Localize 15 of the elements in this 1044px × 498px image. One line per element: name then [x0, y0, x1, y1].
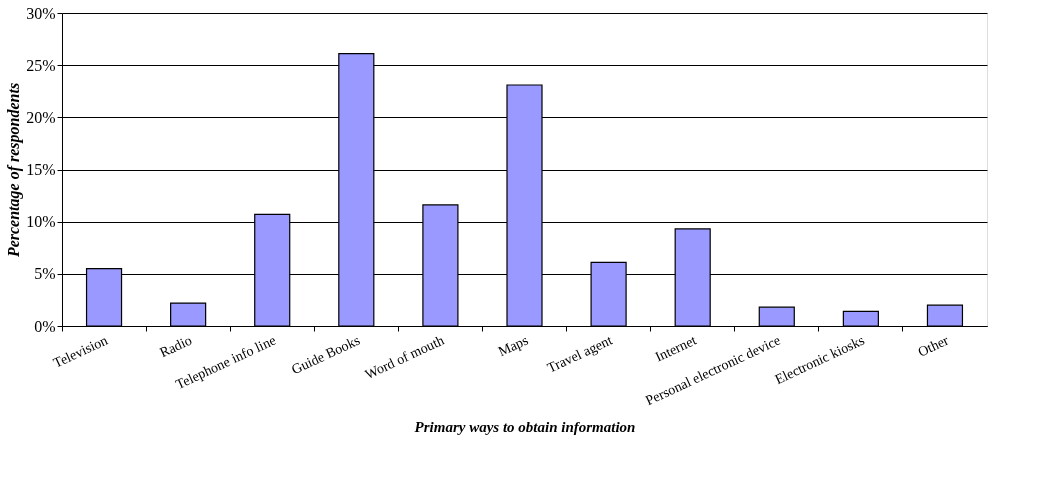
x-axis-title: Primary ways to obtain information [414, 419, 636, 436]
y-tick-label: 15% [26, 161, 56, 178]
x-tick-label: Radio [157, 332, 195, 361]
y-tick-label: 20% [26, 108, 56, 126]
x-tick-label: Word of mouth [362, 332, 447, 383]
x-tick-label: Travel agent [544, 332, 615, 376]
y-tick-label: 25% [26, 56, 56, 74]
y-tick-label: 30% [26, 4, 56, 22]
x-tick-label: Maps [495, 332, 531, 360]
y-tick-label: 5% [34, 265, 56, 283]
y-axis-title: Percentage of respondents [5, 82, 24, 259]
x-tick-label: Guide Books [289, 332, 363, 378]
y-tick-label: 0% [34, 317, 56, 335]
x-tick-label: Other [915, 332, 952, 360]
y-tick-label: 10% [26, 213, 56, 231]
